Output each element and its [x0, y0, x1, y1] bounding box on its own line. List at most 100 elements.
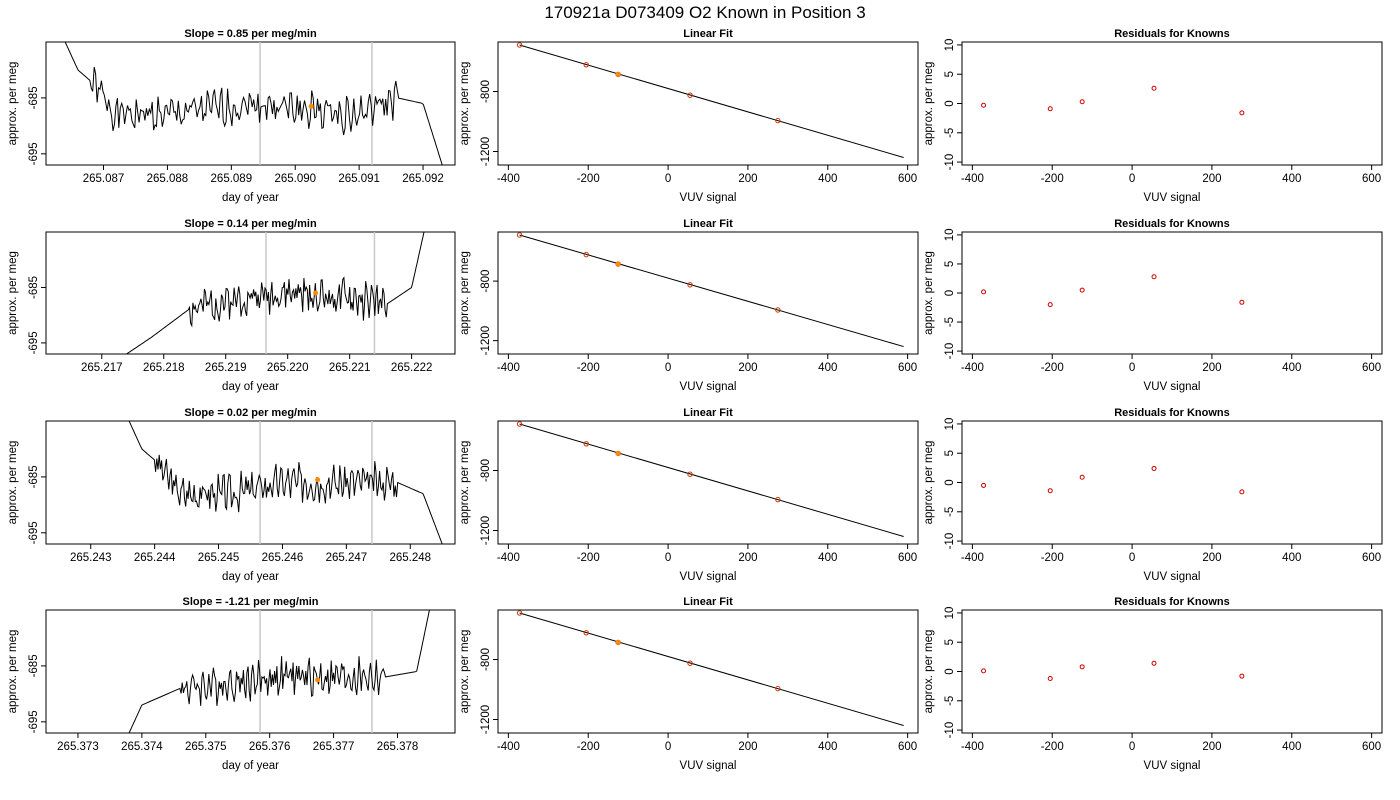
panel-1-2: Linear Fit -400 -200 0 200 400 600 -800 -1200 VUV… [459, 407, 919, 583]
x-tick-label: 0 [665, 552, 671, 564]
x-tick-label: 265.378 [377, 741, 419, 753]
x-tick-label: 265.375 [185, 741, 227, 753]
residual-point [1079, 474, 1085, 480]
fit-point [775, 685, 781, 692]
x-tick-label: 265.219 [205, 362, 247, 374]
residual-point [981, 289, 987, 295]
x-tick-label: 265.243 [70, 552, 112, 564]
residual-point [981, 102, 987, 108]
x-tick-label: -200 [1041, 362, 1064, 374]
residual-point [1239, 110, 1245, 116]
panel-2-0: Residuals for Knowns -400 -200 0 200 400 600 10… [923, 28, 1383, 204]
data-layer [128, 610, 430, 733]
x-axis-label: VUV signal [1144, 760, 1201, 772]
x-tick-label: -200 [577, 362, 600, 374]
x-tick-label: 265.248 [389, 552, 431, 564]
panel-title: Residuals for Knowns [1114, 596, 1230, 608]
x-tick-label: 265.091 [338, 173, 380, 185]
residual-point [1079, 99, 1085, 105]
residual-point [981, 482, 987, 488]
fit-point [775, 496, 781, 503]
plot-frame [961, 41, 1383, 166]
x-tick-label: 600 [1362, 173, 1381, 185]
y-tick-label: -695 [28, 710, 40, 733]
panel-title: Residuals for Knowns [1114, 28, 1230, 40]
x-tick-label: 265.247 [326, 552, 368, 564]
panel-title: Slope = 0.02 per meg/min [184, 407, 317, 419]
x-tick-label: 265.090 [274, 173, 316, 185]
x-tick-label: 0 [1129, 552, 1135, 564]
x-tick-label: 265.218 [143, 362, 185, 374]
x-tick-label: 200 [738, 173, 757, 185]
data-layer [64, 42, 443, 165]
fit-point [687, 660, 693, 666]
x-tick-label: 265.376 [249, 741, 291, 753]
panel-title: Linear Fit [683, 218, 733, 230]
x-tick-label: 400 [818, 741, 837, 753]
y-tick-label: -695 [28, 142, 40, 165]
y-axis-label: approx. per meg [7, 630, 19, 714]
residual-point [1047, 488, 1053, 494]
current-point-marker [313, 290, 319, 296]
y-tick-label: -5 [944, 507, 956, 517]
y-tick-label: 10 [944, 39, 956, 52]
x-tick-label: 0 [1129, 173, 1135, 185]
x-tick-label: 265.222 [391, 362, 433, 374]
plot-frame [497, 609, 919, 734]
residual-point [1151, 85, 1157, 91]
panel-title: Linear Fit [683, 28, 733, 40]
x-tick-label: 265.245 [198, 552, 240, 564]
y-axis-label: approx. per meg [459, 630, 471, 714]
panel-title: Slope = -1.21 per meg/min [182, 596, 318, 608]
panel-title: Residuals for Knowns [1114, 218, 1230, 230]
x-tick-label: 200 [738, 552, 757, 564]
x-tick-label: 600 [898, 362, 917, 374]
x-tick-label: 600 [1362, 741, 1381, 753]
y-tick-label: -685 [28, 276, 40, 299]
data-layer [516, 42, 904, 158]
y-tick-label: -1200 [480, 326, 492, 355]
residual-point [1151, 274, 1157, 280]
x-tick-label: 265.089 [211, 173, 253, 185]
plot-frame [961, 609, 1383, 734]
x-axis-label: VUV signal [680, 760, 737, 772]
panel-1-0: Linear Fit -400 -200 0 200 400 600 -800 -1200 VUV… [459, 28, 919, 204]
panel-title: Slope = 0.14 per meg/min [184, 218, 317, 230]
y-tick-label: 5 [944, 261, 956, 267]
data-layer [981, 660, 1245, 682]
plot-frame [497, 420, 919, 545]
panel-1-1: Linear Fit -400 -200 0 200 400 600 -800 -1200 VUV… [459, 218, 919, 393]
fit-line [519, 423, 904, 537]
x-axis-label: VUV signal [680, 571, 737, 583]
fit-line [519, 612, 904, 726]
x-axis-label: day of year [222, 381, 279, 393]
y-tick-label: 10 [944, 607, 956, 620]
x-tick-label: 265.220 [267, 362, 309, 374]
x-tick-label: 265.374 [121, 741, 163, 753]
plot-frame [961, 420, 1383, 545]
panel-grid: Slope = 0.85 per meg/min 265.087 265.088 26… [7, 28, 1383, 772]
x-tick-label: 0 [665, 362, 671, 374]
plot-frame [45, 231, 456, 355]
x-tick-label: 265.221 [329, 362, 371, 374]
x-tick-label: -400 [497, 552, 520, 564]
fit-point [516, 421, 523, 427]
y-tick-label: -1200 [480, 516, 492, 545]
y-tick-label: -800 [480, 80, 492, 103]
y-tick-label: -800 [480, 648, 492, 671]
x-tick-label: 200 [738, 741, 757, 753]
x-tick-label: 200 [738, 362, 757, 374]
y-tick-label: 10 [944, 418, 956, 431]
data-layer [126, 232, 425, 354]
y-axis-label: approx. per meg [923, 441, 935, 525]
residual-point [1239, 489, 1245, 495]
x-tick-label: 0 [1129, 362, 1135, 374]
x-tick-label: 400 [1282, 173, 1301, 185]
plot-frame [45, 609, 456, 734]
x-tick-label: 265.088 [147, 173, 189, 185]
fit-line [519, 44, 904, 158]
y-tick-label: -5 [944, 128, 956, 138]
x-tick-label: 400 [1282, 362, 1301, 374]
y-tick-label: 0 [944, 290, 956, 296]
